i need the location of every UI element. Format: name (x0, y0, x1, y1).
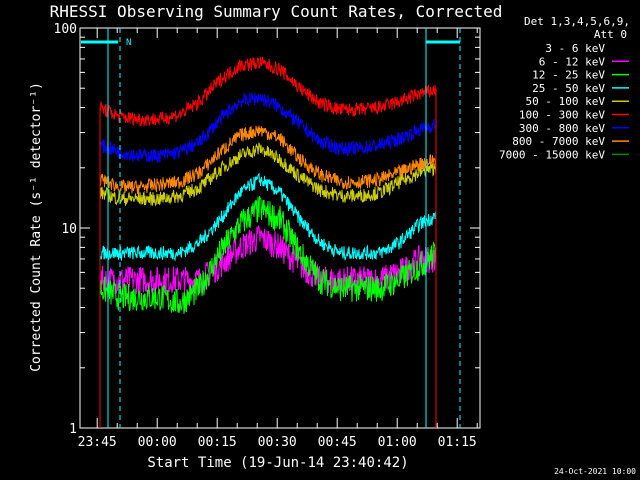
footer-date: 24-Oct-2021 10:00 (554, 467, 636, 476)
attenuator-overlay: N (81, 28, 461, 428)
series-line (99, 172, 437, 262)
legend-label: 7000 - 15000 keV (499, 148, 605, 161)
x-tick-label: 01:15 (438, 435, 477, 450)
x-tick-label: 23:45 (78, 435, 117, 450)
x-tick-label: 00:30 (258, 435, 297, 450)
series-line (99, 142, 437, 207)
legend-header: Det 1,3,4,5,6,9, (524, 15, 630, 28)
legend-label: 25 - 50 keV (532, 82, 605, 95)
legend-header: Att 0 (594, 28, 627, 41)
y-tick-label: 1 (69, 422, 77, 437)
legend-label: 6 - 12 keV (539, 55, 606, 68)
y-axis-label: Corrected Count Rate (s⁻¹ detector⁻¹) (29, 82, 44, 372)
series-line (99, 195, 437, 314)
series-layer (99, 56, 437, 428)
series-line (99, 56, 437, 127)
x-tick-label: 00:00 (138, 435, 177, 450)
legend-label: 800 - 7000 keV (512, 135, 605, 148)
x-axis-label: Start Time (19-Jun-14 23:40:42) (147, 455, 408, 471)
legend-label: 3 - 6 keV (545, 42, 605, 55)
y-tick-label: 100 (54, 22, 77, 37)
series-line (99, 92, 437, 163)
x-tick-label: 00:45 (318, 435, 357, 450)
x-tick-label: 01:00 (378, 435, 417, 450)
axis-ticks: 1 10 100 23:45 00:00 00:15 00:30 00:45 01:00 01:1… (54, 22, 480, 450)
series-line (99, 224, 437, 295)
legend-label: 100 - 300 keV (519, 109, 605, 122)
series-line (99, 125, 437, 195)
attenuator-marker: N (126, 38, 131, 48)
legend-label: 50 - 100 keV (526, 95, 606, 108)
legend-label: 300 - 800 keV (519, 122, 605, 135)
x-tick-label: 00:15 (198, 435, 237, 450)
legend-label: 12 - 25 keV (532, 69, 605, 82)
y-tick-label: 10 (61, 222, 77, 237)
chart-title: RHESSI Observing Summary Count Rates, Co… (50, 2, 503, 21)
